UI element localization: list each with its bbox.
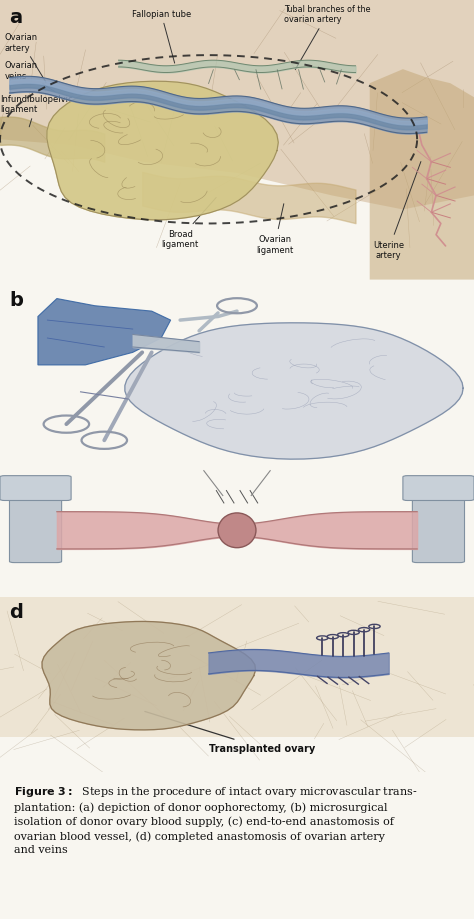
Text: Transplanted ovary: Transplanted ovary bbox=[145, 711, 315, 753]
FancyBboxPatch shape bbox=[412, 486, 465, 563]
Polygon shape bbox=[42, 622, 255, 730]
Text: $\bf{Figure\ 3:}$  Steps in the procedure of intact ovary microvascular trans-
p: $\bf{Figure\ 3:}$ Steps in the procedure… bbox=[14, 784, 418, 855]
Text: Ovarian
artery: Ovarian artery bbox=[5, 33, 46, 83]
Ellipse shape bbox=[218, 514, 256, 548]
FancyBboxPatch shape bbox=[403, 476, 474, 501]
FancyBboxPatch shape bbox=[0, 476, 71, 501]
Text: Fallopian tube: Fallopian tube bbox=[132, 10, 191, 64]
Polygon shape bbox=[125, 323, 463, 460]
Text: c: c bbox=[9, 472, 21, 492]
Text: Ovarian
ligament: Ovarian ligament bbox=[256, 205, 293, 255]
Polygon shape bbox=[0, 597, 474, 737]
Text: b: b bbox=[9, 290, 23, 310]
Polygon shape bbox=[370, 70, 474, 280]
Text: d: d bbox=[9, 603, 23, 621]
Text: Infundibulopelvic
ligament: Infundibulopelvic ligament bbox=[0, 95, 73, 128]
FancyBboxPatch shape bbox=[9, 486, 62, 563]
Polygon shape bbox=[0, 0, 474, 210]
Text: Ovarian
veins: Ovarian veins bbox=[5, 61, 55, 93]
Polygon shape bbox=[47, 82, 278, 221]
Text: Uterine
artery: Uterine artery bbox=[373, 163, 421, 260]
Text: a: a bbox=[9, 8, 23, 28]
Text: Tubal branches of the
ovarian artery: Tubal branches of the ovarian artery bbox=[284, 5, 371, 71]
Polygon shape bbox=[38, 300, 171, 366]
Text: Broad
ligament: Broad ligament bbox=[162, 199, 216, 249]
